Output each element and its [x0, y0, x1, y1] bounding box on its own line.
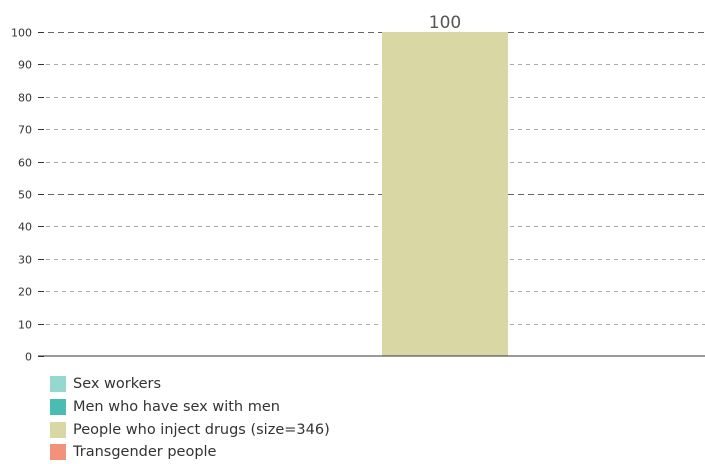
y-tick-label-70: 70	[18, 124, 32, 137]
y-tick-label-90: 90	[18, 59, 32, 72]
y-tick-label-40: 40	[18, 221, 32, 234]
legend-item-msm[interactable]: Men who have sex with men	[50, 396, 330, 419]
legend-label-msm: Men who have sex with men	[73, 399, 280, 416]
legend: Sex workers Men who have sex with men Pe…	[50, 373, 330, 464]
gridlines	[38, 32, 705, 325]
legend-item-transgender[interactable]: Transgender people	[50, 441, 330, 464]
legend-item-sex-workers[interactable]: Sex workers	[50, 373, 330, 396]
legend-swatch-msm	[50, 399, 66, 416]
legend-swatch-sex-workers	[50, 376, 66, 393]
legend-label-sex-workers: Sex workers	[73, 376, 162, 393]
legend-swatch-transgender	[50, 444, 66, 461]
y-tick-label-30: 30	[18, 254, 32, 267]
y-tick-label-20: 20	[18, 286, 32, 299]
legend-label-transgender: Transgender people	[73, 444, 217, 461]
y-axis-ticks: 0 10 20 30 40 50 60 70 80 90 100	[11, 27, 44, 364]
y-tick-label-100: 100	[11, 27, 32, 40]
bars: 100	[382, 13, 508, 356]
y-tick-label-0: 0	[25, 351, 32, 364]
bar-chart: 0 10 20 30 40 50 60 70 80 90 100 100	[11, 13, 705, 364]
y-tick-label-80: 80	[18, 92, 32, 105]
bar-2[interactable]	[382, 32, 508, 356]
y-tick-label-50: 50	[18, 189, 32, 202]
legend-label-pwid: People who inject drugs (size=346)	[73, 421, 330, 438]
y-tick-label-10: 10	[18, 319, 32, 332]
legend-swatch-pwid	[50, 421, 66, 438]
y-tick-label-60: 60	[18, 157, 32, 170]
bar-value-label-2: 100	[429, 13, 461, 33]
legend-item-pwid[interactable]: People who inject drugs (size=346)	[50, 418, 330, 441]
